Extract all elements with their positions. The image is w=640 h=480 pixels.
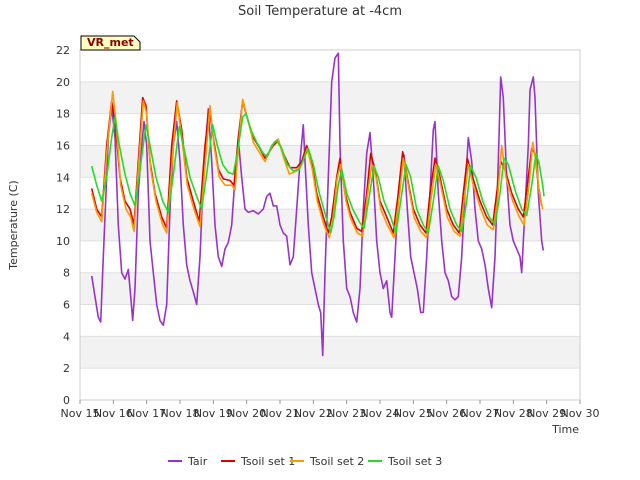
legend-label: Tsoil set 1 — [240, 455, 295, 468]
legend-label: Tair — [187, 455, 208, 468]
y-tick-label: 10 — [56, 235, 70, 248]
y-tick-label: 12 — [56, 203, 70, 216]
chart-title: Soil Temperature at -4cm — [238, 4, 402, 19]
y-tick-label: 18 — [56, 108, 70, 121]
x-tick-label: Nov 29 — [527, 407, 566, 420]
station-badge-text: VR_met — [87, 36, 134, 49]
plot-frame — [79, 49, 581, 401]
y-tick-label: 6 — [63, 299, 70, 312]
x-tick-label: Nov 19 — [194, 407, 233, 420]
legend-label: Tsoil set 3 — [387, 455, 442, 468]
legend-item-tair: Tair — [168, 455, 208, 468]
legend-item-tsoil-set-3: Tsoil set 3 — [368, 455, 442, 468]
y-tick-label: 4 — [63, 330, 70, 343]
band-6 — [80, 272, 580, 305]
legend-label: Tsoil set 2 — [309, 455, 364, 468]
x-axis-label: Time — [551, 423, 579, 436]
x-tick-label: Nov 23 — [327, 407, 366, 420]
x-tick-label: Nov 25 — [394, 407, 433, 420]
y-axis-ticks: 0 2 4 6 8 10 12 14 16 18 20 22 — [56, 44, 70, 407]
x-tick-label: Nov 16 — [94, 407, 133, 420]
x-tick-label: Nov 20 — [227, 407, 266, 420]
legend: Tair Tsoil set 1 Tsoil set 2 Tsoil set 3 — [168, 455, 442, 468]
x-tick-label: Nov 28 — [494, 407, 533, 420]
x-tick-label: Nov 15 — [61, 407, 100, 420]
y-tick-label: 8 — [63, 267, 70, 280]
y-tick-label: 22 — [56, 44, 70, 57]
series-line-tsoil-set-3 — [90, 112, 545, 234]
y-axis-label: Temperature (C) — [7, 180, 20, 270]
x-tick-label: Nov 26 — [427, 407, 466, 420]
x-tick-label: Nov 27 — [461, 407, 500, 420]
x-tick-label: Nov 22 — [294, 407, 333, 420]
x-tick-label: Nov 24 — [361, 407, 400, 420]
x-tick-label: Nov 18 — [161, 407, 200, 420]
legend-item-tsoil-set-2: Tsoil set 2 — [290, 455, 364, 468]
series-layer — [90, 52, 545, 357]
x-tick-label: Nov 30 — [561, 407, 600, 420]
x-tick-label: Nov 17 — [127, 407, 166, 420]
y-tick-label: 20 — [56, 76, 70, 89]
y-tick-label: 14 — [56, 171, 70, 184]
y-tick-label: 2 — [63, 362, 70, 375]
y-tick-label: 16 — [56, 139, 70, 152]
y-tick-label: 0 — [63, 394, 70, 407]
station-badge: VR_met — [80, 35, 141, 51]
series-line-tsoil-set-2 — [90, 90, 544, 239]
band-2 — [80, 336, 580, 369]
legend-item-tsoil-set-1: Tsoil set 1 — [221, 455, 295, 468]
x-tick-label: Nov 21 — [261, 407, 300, 420]
